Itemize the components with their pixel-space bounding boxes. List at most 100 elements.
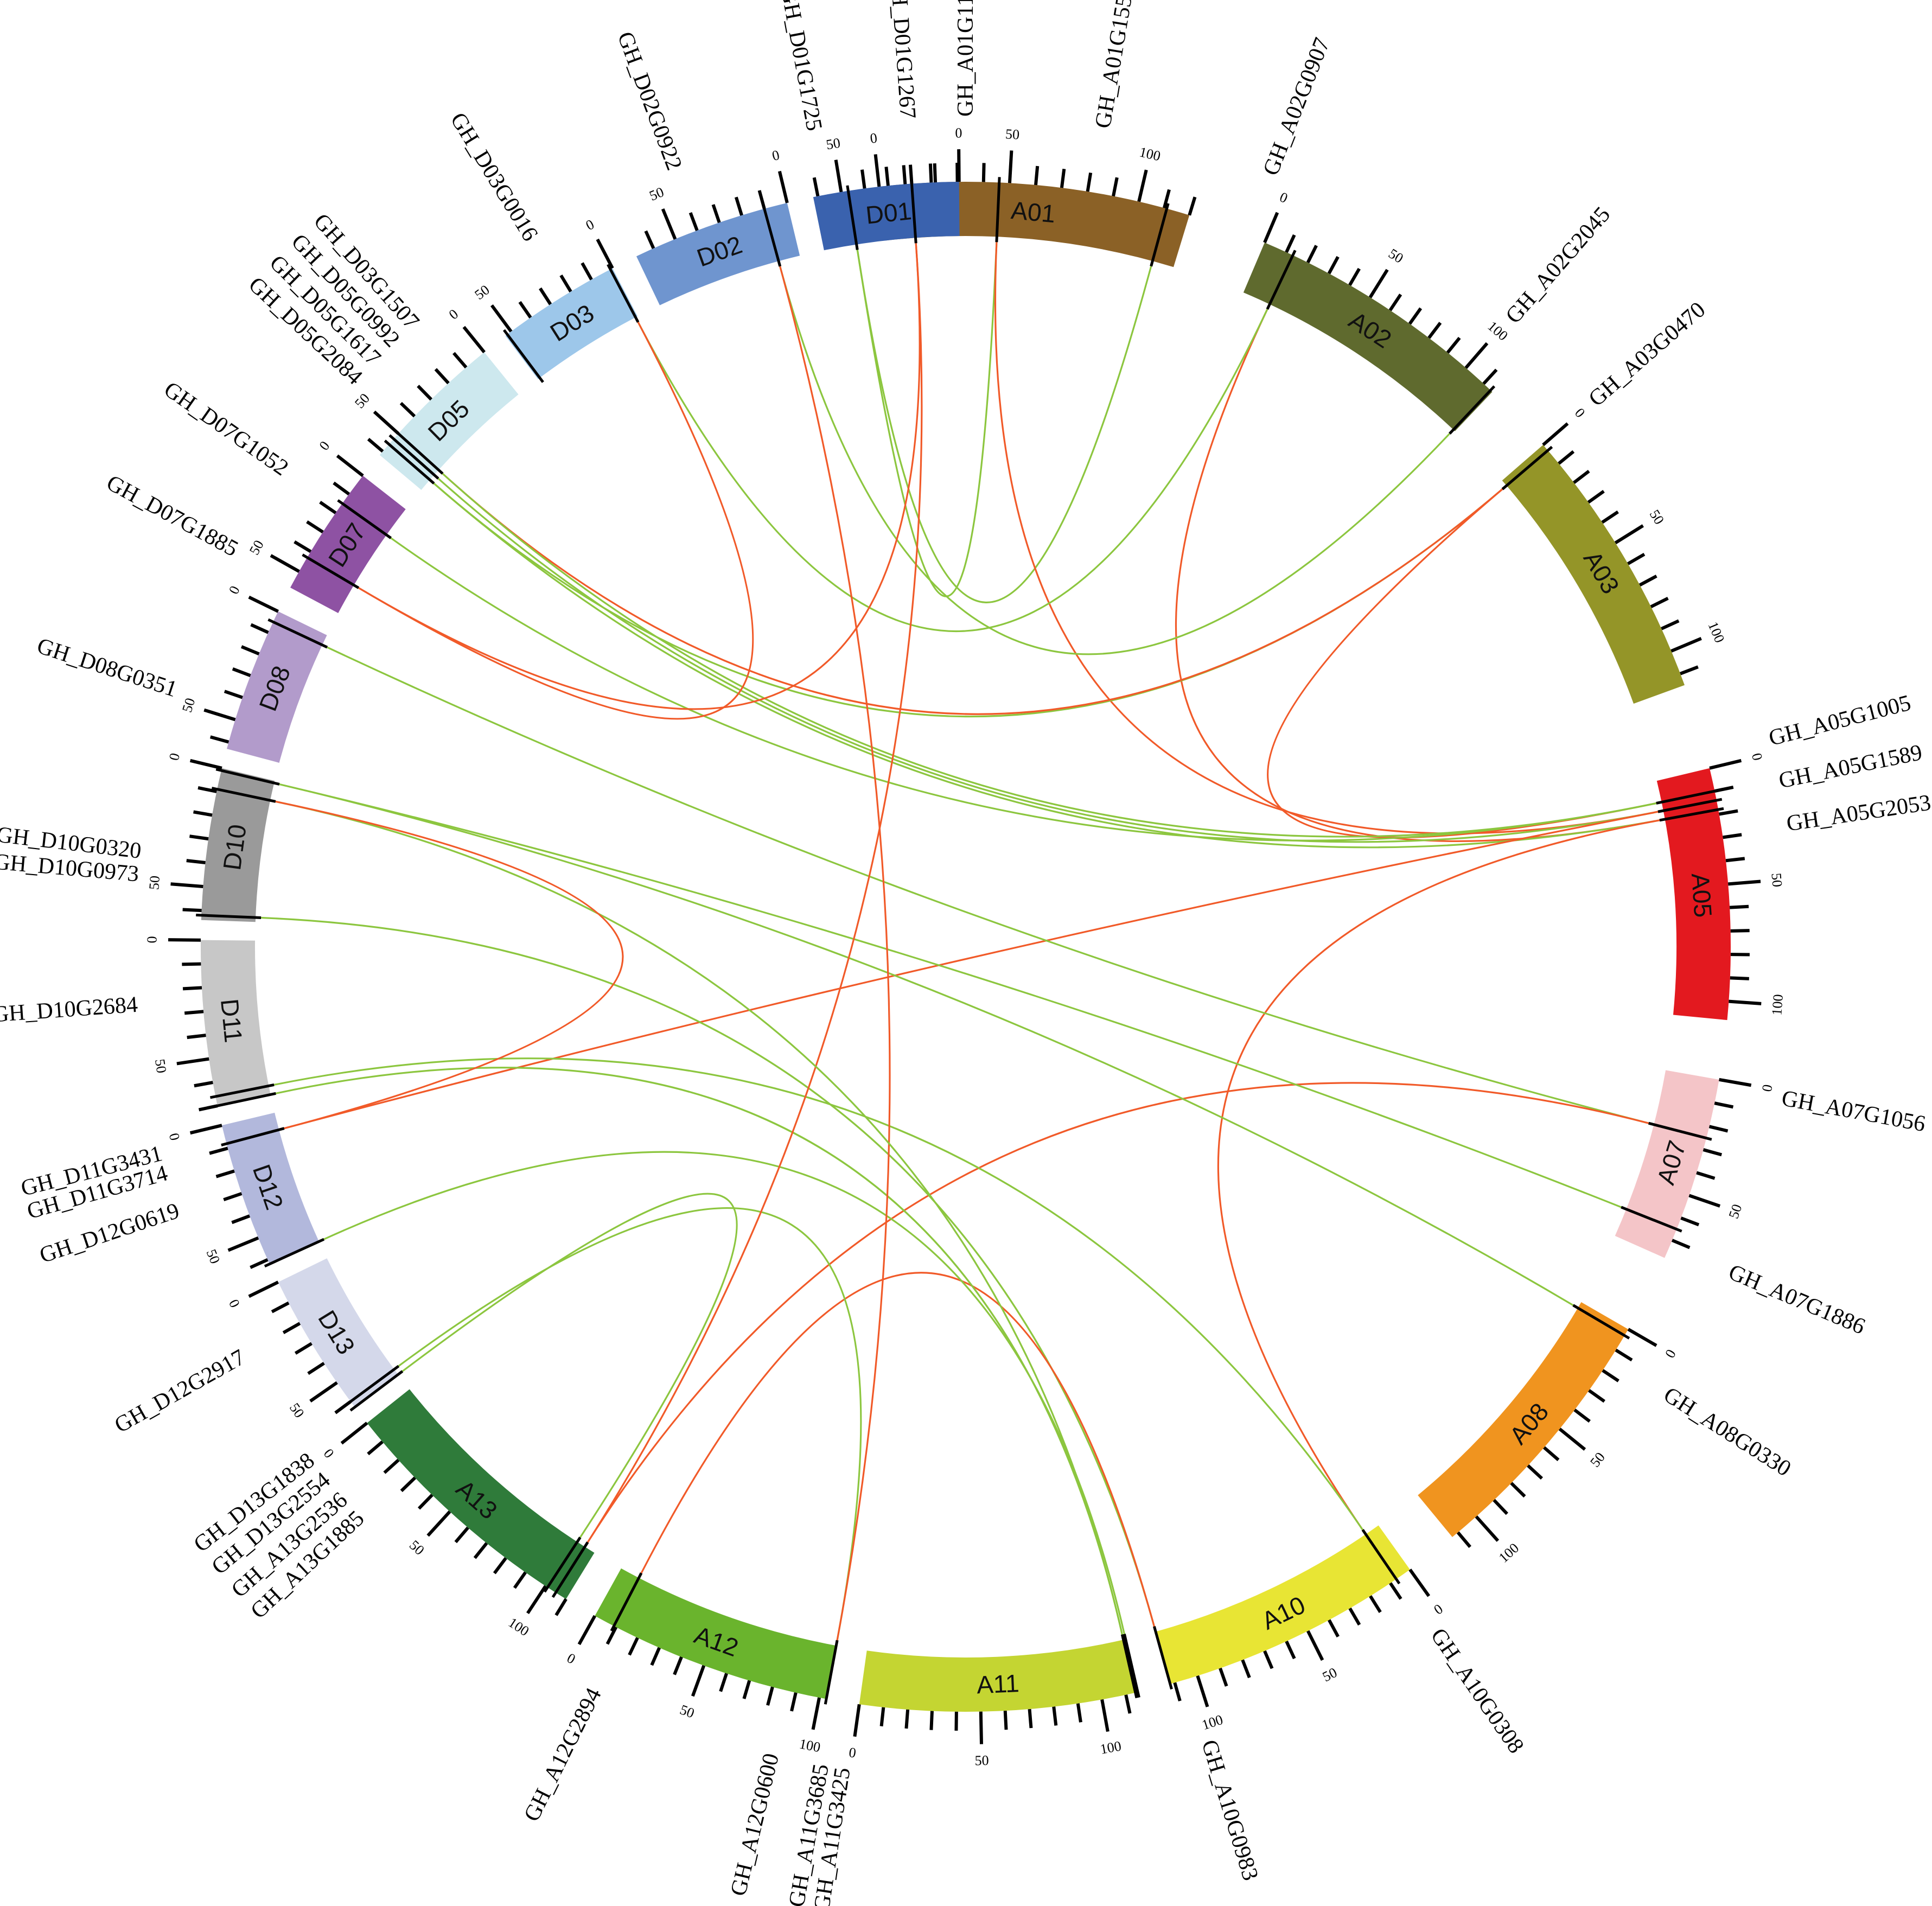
tick-mark (628, 1637, 639, 1656)
link-gh-a07g1056-gh-d08g0351 (327, 646, 1649, 1124)
link-gh-a02g0907-gh-a05g2053 (1175, 309, 1660, 842)
tick-mark (526, 1585, 547, 1615)
tick-mark (189, 834, 209, 841)
gene-marker-line (1266, 250, 1297, 310)
tick-label: 0 (1277, 189, 1290, 206)
tick-mark (596, 238, 614, 269)
tick-label: 100 (1484, 318, 1510, 343)
chromosome-a11: A11 0 50 100 (848, 1639, 1138, 1768)
chromosome-band-a07 (1615, 1070, 1719, 1258)
link-gh-a13g1885-gh-d13g2554 (401, 1193, 738, 1538)
tick-mark (1728, 879, 1761, 886)
gene-marker-line (302, 553, 360, 589)
gene-label: GH_D02G0922 (613, 29, 687, 174)
link-gh-a07g1056-gh-a13g2536 (586, 1082, 1649, 1543)
tick-label: 50 (286, 1400, 308, 1421)
link-gh-d07g1885-gh-d01g1267 (358, 243, 921, 710)
tick-mark (577, 1615, 597, 1646)
tick-mark (452, 352, 468, 369)
tick-label: 0 (848, 1744, 857, 1761)
link-gh-a05g1005-gh-d07g1052 (390, 537, 1657, 842)
tick-mark (203, 708, 236, 722)
tick-mark (1587, 489, 1605, 504)
tick-mark (1688, 1194, 1721, 1208)
tick-mark (661, 208, 677, 240)
tick-label: 50 (974, 1752, 989, 1769)
tick-mark (182, 986, 202, 991)
gene-label: GH_A02G2045 (1501, 202, 1615, 329)
link-gh-a05g2053-gh-a10g0308 (1217, 819, 1660, 1531)
tick-mark (1680, 1216, 1700, 1227)
tick-label: 100 (506, 1615, 532, 1640)
tick-mark (1003, 1710, 1008, 1730)
chromosome-a05: A05 0 50 100 (1656, 751, 1786, 1021)
tick-mark (336, 454, 364, 477)
tick-mark (1188, 196, 1197, 216)
gene-marker-line (1120, 1634, 1138, 1699)
gene-label: GH_A08G0330 (1659, 1382, 1795, 1482)
tick-mark (605, 1626, 618, 1645)
gene-marker-line (1659, 807, 1724, 822)
tick-label: 50 (825, 135, 841, 153)
gene-marker-line (1501, 445, 1553, 490)
gene-marker-line (209, 1083, 275, 1099)
tick-mark (462, 326, 486, 354)
tick-mark (417, 1494, 433, 1510)
tick-mark (902, 165, 907, 184)
gene-marker-line (1656, 788, 1720, 805)
chromosome-band-d02 (636, 202, 800, 305)
link-gh-a01g1199-gh-d01g1725 (856, 242, 998, 597)
tick-mark (673, 1656, 683, 1675)
chromosome-label-a05: A05 (1686, 872, 1718, 918)
tick-label: 50 (1726, 1202, 1745, 1221)
tick-label: 50 (1768, 872, 1785, 888)
tick-mark (1542, 422, 1569, 447)
tick-mark (1650, 597, 1669, 608)
chromosome-d11: D11 0 50 (144, 936, 271, 1112)
link-gh-a10g0308-gh-d11g3431 (273, 1057, 1363, 1531)
chromosome-band-d11 (200, 940, 271, 1106)
chromosome-band-a12 (595, 1568, 837, 1699)
synteny-links (261, 242, 1660, 1641)
tick-mark (307, 1362, 325, 1375)
gene-marker-line (607, 264, 640, 323)
tick-mark (1060, 169, 1066, 188)
tick-mark (209, 735, 229, 744)
gene-marker-line (1361, 1529, 1401, 1585)
chromosome-label-d10: D10 (218, 823, 252, 872)
tick-mark (1427, 322, 1442, 339)
tick-mark (248, 595, 279, 613)
gene-label: GH_D07G1885 (103, 470, 243, 562)
chromosome-band-a03 (1502, 444, 1685, 704)
tick-label: 0 (166, 1131, 183, 1142)
tick-mark (766, 1686, 774, 1706)
tick-mark (227, 1236, 259, 1252)
tick-mark (1708, 1125, 1729, 1133)
tick-mark (1723, 833, 1742, 839)
tick-label: 0 (226, 583, 243, 596)
tick-mark (1475, 1515, 1500, 1542)
link-gh-a08g0330-gh-d10g0320 (279, 783, 1574, 1306)
gene-marker-line (1123, 1634, 1140, 1698)
tick-mark (1730, 929, 1750, 933)
link-gh-a13g2536-gh-d01g1267 (586, 243, 923, 1543)
tick-mark (184, 1010, 204, 1015)
gene-marker-line (384, 439, 435, 485)
tick-label: 100 (1769, 994, 1786, 1016)
tick-mark (417, 385, 432, 401)
gene-marker-line (211, 787, 276, 803)
tick-mark (853, 1704, 861, 1737)
gene-marker-line (1153, 1626, 1173, 1690)
tick-mark (248, 1280, 279, 1298)
tick-mark (1543, 1446, 1560, 1462)
tick-mark (1601, 510, 1619, 524)
tick-mark (294, 540, 312, 553)
gene-label: GH_A07G1056 (1780, 1086, 1927, 1137)
tick-mark (197, 786, 217, 793)
tick-mark (929, 1711, 934, 1730)
gene-label: GH_D08G0351 (34, 633, 180, 702)
gene-label: GH_D01G1725 (776, 0, 827, 133)
chromosome-label-a01: A01 (1010, 196, 1056, 228)
